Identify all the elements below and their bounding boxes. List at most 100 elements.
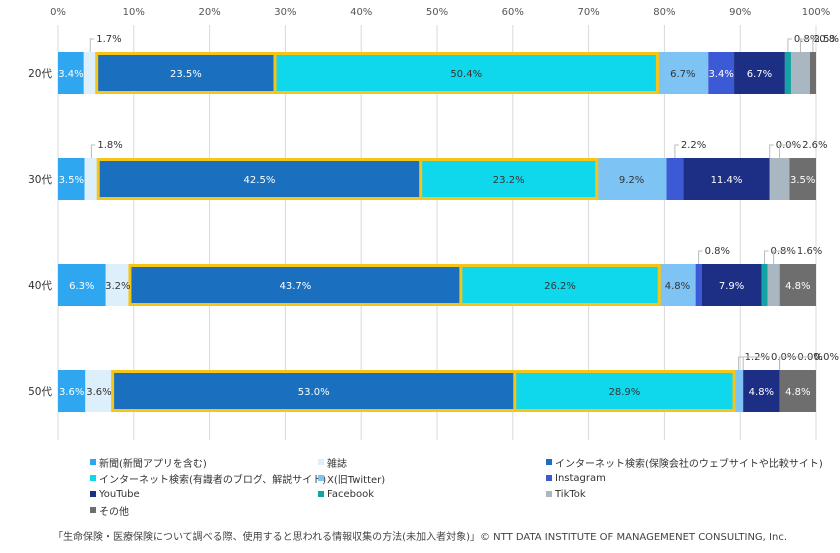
- data-label: 9.2%: [619, 175, 644, 186]
- legend-item: インターネット検索(有識者のブログ、解説サイト): [90, 471, 326, 486]
- legend-label: その他: [99, 506, 129, 518]
- x-tick-label: 80%: [653, 7, 675, 18]
- bar-segment: [514, 370, 735, 412]
- data-label: 3.6%: [59, 387, 84, 398]
- legend-swatch: [546, 475, 552, 481]
- bar-segment: [809, 52, 816, 94]
- data-label: 3.4%: [58, 69, 83, 80]
- data-label: 26.2%: [544, 281, 576, 292]
- legend-label: YouTube: [99, 488, 140, 500]
- bar-segment: [275, 52, 658, 94]
- data-label: 42.5%: [244, 175, 276, 186]
- data-label: 4.8%: [665, 281, 690, 292]
- bar-segment: [779, 264, 816, 306]
- legend-swatch: [90, 491, 96, 497]
- x-tick-label: 20%: [198, 7, 220, 18]
- legend-item: 新聞(新聞アプリを含む): [90, 455, 318, 470]
- bar-segment: [83, 52, 97, 94]
- legend-swatch: [546, 491, 552, 497]
- bar-segment: [659, 264, 696, 306]
- highlight-box: [128, 264, 661, 306]
- stacked-bar-chart: 0% 10% 20% 30% 40% 50% 60% 70% 80% 90% 100% 20代 30代 4…: [28, 7, 839, 440]
- data-label: 2.5%: [814, 34, 839, 45]
- bar-segment: [734, 370, 744, 412]
- category-label: 50代: [28, 386, 52, 398]
- bar-segment: [743, 370, 780, 412]
- legend-item: その他: [90, 503, 318, 518]
- data-label: 53.0%: [298, 387, 330, 398]
- bar-segment: [790, 52, 810, 94]
- callout-line: [674, 144, 679, 158]
- bar-segment: [695, 264, 702, 306]
- data-label: 3.4%: [708, 69, 733, 80]
- data-label: 6.7%: [670, 69, 695, 80]
- callout-line: [787, 38, 792, 52]
- callout-line: [742, 356, 770, 370]
- data-label: 0.8%: [705, 246, 730, 257]
- callout-line: [90, 144, 96, 158]
- callout-line: [779, 356, 812, 370]
- bar-segment: [761, 264, 768, 306]
- data-label: 2.2%: [681, 140, 706, 151]
- x-tick-label: 50%: [426, 7, 448, 18]
- data-label: 6.7%: [747, 69, 772, 80]
- legend-swatch: [90, 507, 96, 513]
- bar-segment: [734, 52, 785, 94]
- data-label: 2.6%: [802, 140, 827, 151]
- bar-segment: [96, 52, 276, 94]
- x-tick-label: 0%: [50, 7, 66, 18]
- data-label: 43.7%: [280, 281, 312, 292]
- data-label: 23.5%: [170, 69, 202, 80]
- bar-segment: [784, 52, 791, 94]
- data-label: 28.9%: [609, 387, 641, 398]
- data-label: 4.8%: [749, 387, 774, 398]
- bar-segment: [58, 158, 85, 200]
- highlight-box: [96, 158, 599, 200]
- legend-item: X(旧Twitter): [318, 471, 546, 486]
- data-label: 4.8%: [785, 387, 810, 398]
- legend-item: Facebook: [318, 487, 546, 501]
- bar-segment: [105, 264, 130, 306]
- legend-swatch: [318, 459, 324, 465]
- legend-item: Instagram: [546, 471, 806, 485]
- legend-item: インターネット検索(保険会社のウェブサイトや比較サイト): [546, 455, 823, 470]
- bar-segment: [657, 52, 709, 94]
- legend-label: インターネット検索(保険会社のウェブサイトや比較サイト): [555, 458, 823, 470]
- callout-line: [764, 250, 769, 264]
- data-label: 7.9%: [719, 281, 744, 292]
- data-label: 3.2%: [105, 281, 130, 292]
- x-tick-label: 70%: [577, 7, 599, 18]
- callout-line: [799, 38, 812, 52]
- callout-line: [698, 250, 703, 264]
- data-label: 4.8%: [785, 281, 810, 292]
- data-label: 1.7%: [96, 34, 121, 45]
- legend-swatch: [90, 475, 96, 481]
- data-label: 0.0%: [814, 352, 839, 363]
- data-label: 6.3%: [69, 281, 94, 292]
- bar-segment: [666, 158, 684, 200]
- legend-swatch: [546, 459, 552, 465]
- data-label: 1.8%: [97, 140, 122, 151]
- bar-segment: [420, 158, 597, 200]
- bar-segment: [683, 158, 770, 200]
- legend-swatch: [90, 459, 96, 465]
- bar-segment: [789, 158, 816, 200]
- data-label: 3.5%: [790, 175, 815, 186]
- bar-segment: [779, 370, 816, 412]
- legend-label: 新聞(新聞アプリを含む): [99, 458, 207, 470]
- data-label: 50.4%: [450, 69, 482, 80]
- callout-line: [89, 38, 95, 52]
- highlight-box: [111, 370, 736, 412]
- bar-segment: [708, 52, 735, 94]
- category-label: 40代: [28, 280, 52, 292]
- callout-line: [779, 144, 801, 158]
- bar-segment: [58, 370, 86, 412]
- data-label: 1.6%: [797, 246, 822, 257]
- callout-line: [773, 250, 795, 264]
- legend-item: 雑誌: [318, 455, 546, 470]
- bar-segment: [58, 264, 106, 306]
- x-tick-label: 10%: [123, 7, 145, 18]
- callout-line: [769, 144, 774, 158]
- legend-item: YouTube: [90, 487, 318, 501]
- legend: 新聞(新聞アプリを含む) 雑誌 インターネット検索(保険会社のウェブサイトや比較サイ…: [90, 455, 830, 518]
